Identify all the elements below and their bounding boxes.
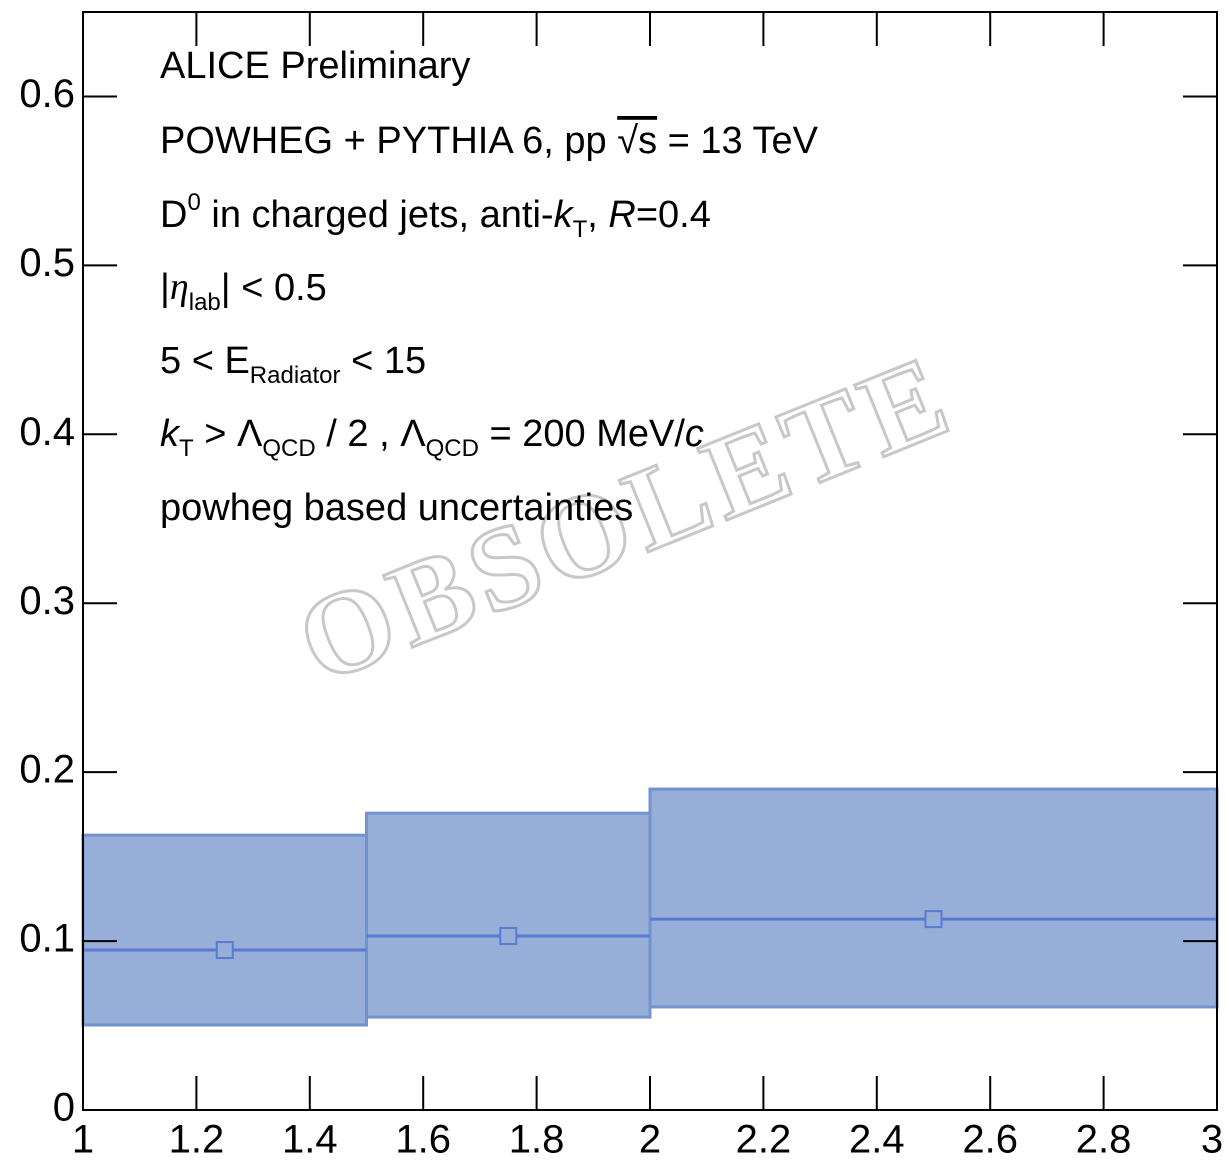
annotation-part: QCD xyxy=(262,435,315,462)
x-tick-label: 1.8 xyxy=(509,1118,565,1162)
annotation: |ηlab| < 0.5 xyxy=(160,266,327,316)
annotation-part: 0 xyxy=(187,189,200,216)
annotation-part: POWHEG + PYTHIA 6, pp xyxy=(160,120,617,162)
annotation-part: | < 0.5 xyxy=(221,267,327,309)
annotation: kT > ΛQCD / 2 , ΛQCD = 200 MeV/c xyxy=(160,413,704,462)
marker xyxy=(924,910,943,929)
annotation-part: R xyxy=(608,194,635,236)
y-tick-label: 0.6 xyxy=(19,72,75,116)
annotation-part: ALICE Preliminary xyxy=(160,45,470,87)
annotation-part: / 2 , Λ xyxy=(316,413,426,455)
x-tick-label: 1.2 xyxy=(169,1118,225,1162)
y-tick-label: 0.2 xyxy=(19,748,75,792)
annotation-part: , xyxy=(587,194,608,236)
annotation: D0 in charged jets, anti-kT, R=0.4 xyxy=(160,189,711,243)
annotation-part: in charged jets, anti- xyxy=(201,194,554,236)
annotation-part: D xyxy=(160,194,187,236)
y-tick-label: 0 xyxy=(53,1086,75,1130)
annotation: powheg based uncertainties xyxy=(160,487,633,529)
y-tick-label: 0.5 xyxy=(19,241,75,285)
x-tick-label: 2.8 xyxy=(1076,1118,1132,1162)
annotation-part: c xyxy=(685,413,704,455)
uncertainty-box xyxy=(365,811,652,1019)
y-tick-label: 0.1 xyxy=(19,917,75,961)
annotation-part: k xyxy=(160,413,181,455)
annotation-part: lab xyxy=(189,289,221,316)
annotation-part: > Λ xyxy=(194,413,263,455)
annotation-part: 5 < E xyxy=(160,340,250,382)
annotation-part: k xyxy=(554,194,575,236)
annotation-part: √s xyxy=(617,120,657,162)
annotation: POWHEG + PYTHIA 6, pp √s = 13 TeV xyxy=(160,120,819,162)
marker xyxy=(215,941,234,960)
annotation-part: < 15 xyxy=(341,340,427,382)
annotation-part: T xyxy=(573,216,588,243)
y-tick-label: 0.3 xyxy=(19,579,75,623)
uncertainty-box xyxy=(81,833,368,1027)
annotation-part: Radiator xyxy=(250,362,341,389)
x-tick-label: 1.4 xyxy=(282,1118,338,1162)
annotation: 5 < ERadiator < 15 xyxy=(160,340,426,389)
annotation-part: = 200 MeV/ xyxy=(479,413,685,455)
marker xyxy=(499,927,518,946)
x-tick-label: 1 xyxy=(72,1118,94,1162)
annotation-part: = 13 TeV xyxy=(657,120,819,162)
y-tick-label: 0.4 xyxy=(19,410,75,454)
annotation-part: QCD xyxy=(426,435,479,462)
x-tick-label: 3 xyxy=(1201,1118,1223,1162)
annotation-part: η xyxy=(170,266,189,308)
annotations: ALICE Preliminary POWHEG + PYTHIA 6, pp … xyxy=(160,45,819,529)
annotation-part: T xyxy=(179,435,194,462)
plot: 0 0.1 0.2 0.3 0.4 0.5 0.6 1 1.2 1.4 1.6 1.8 2 2.2 2.4 2… xyxy=(19,11,1223,1162)
annotation: ALICE Preliminary xyxy=(160,45,470,87)
annotation-part: | xyxy=(160,267,170,309)
uncertainty-box xyxy=(648,787,1219,1009)
annotation-part: =0.4 xyxy=(636,194,711,236)
x-tick-label: 2.6 xyxy=(962,1118,1018,1162)
x-tick-label: 2.2 xyxy=(736,1118,792,1162)
annotation-part: powheg based uncertainties xyxy=(160,487,633,529)
x-tick-label: 2 xyxy=(639,1118,661,1162)
x-tick-label: 1.6 xyxy=(395,1118,451,1162)
x-tick-label: 2.4 xyxy=(849,1118,905,1162)
